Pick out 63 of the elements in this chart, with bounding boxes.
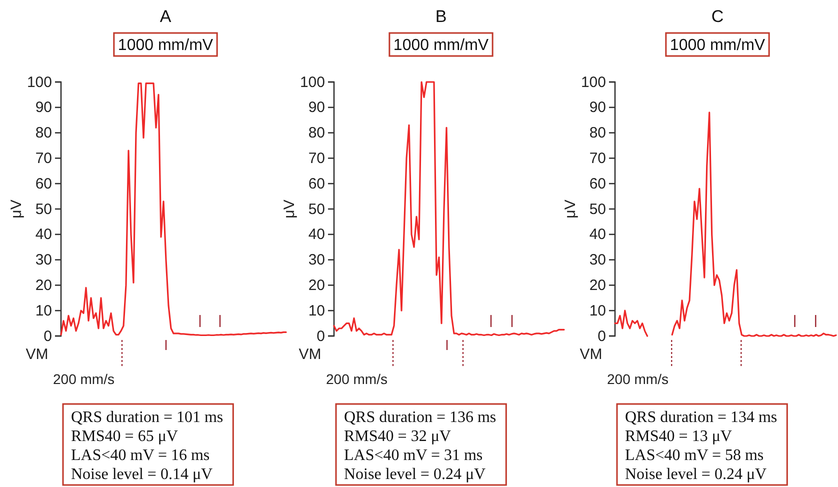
text: Noise level = 0.24 μV bbox=[625, 466, 768, 483]
y-tick-label: 60 bbox=[35, 175, 52, 192]
text: QRS duration = 136 ms bbox=[344, 409, 496, 426]
y-tick-label: 0 bbox=[44, 328, 52, 345]
y-tick-label: 90 bbox=[308, 99, 325, 116]
y-tick-label: 50 bbox=[589, 200, 606, 218]
y-tick-label: 40 bbox=[589, 226, 606, 244]
text: 200 mm/s bbox=[607, 371, 668, 387]
y-tick-label: 10 bbox=[308, 302, 325, 320]
text: VM bbox=[298, 346, 322, 363]
text: LAS<40 mV = 58 ms bbox=[625, 447, 764, 464]
y-tick-label: 100 bbox=[300, 74, 325, 91]
y-tick-label: 70 bbox=[589, 150, 606, 167]
text: QRS duration = 134 ms bbox=[625, 409, 778, 426]
text: RMS40 = 65 μV bbox=[71, 428, 178, 445]
text: VM bbox=[26, 346, 48, 363]
text: LAS<40 mV = 16 ms bbox=[71, 447, 210, 464]
chart-subtitle: 1000 mm/mV bbox=[118, 37, 214, 54]
y-tick-label: 20 bbox=[589, 277, 606, 294]
line-series bbox=[671, 112, 837, 337]
text: Noise level = 0.24 μV bbox=[344, 466, 486, 483]
y-tick-label: 30 bbox=[589, 252, 606, 269]
y-tick-label: 60 bbox=[308, 175, 325, 192]
y-axis-title: μV bbox=[8, 200, 25, 218]
y-tick-label: 20 bbox=[35, 277, 52, 294]
chart-title: A bbox=[160, 7, 172, 26]
y-tick-label: 70 bbox=[308, 150, 325, 167]
y-tick-label: 30 bbox=[308, 252, 325, 269]
y-tick-label: 30 bbox=[35, 252, 52, 269]
y-tick-label: 100 bbox=[26, 74, 52, 91]
y-axis-title: μV bbox=[562, 200, 579, 218]
y-tick-label: 90 bbox=[589, 99, 606, 116]
text: VM bbox=[580, 346, 602, 363]
y-axis-title: μV bbox=[281, 200, 298, 218]
text: RMS40 = 32 μV bbox=[344, 428, 452, 445]
chart-subtitle: 1000 mm/mV bbox=[670, 37, 766, 54]
y-tick-label: 70 bbox=[35, 150, 52, 167]
chart-title: C bbox=[711, 7, 724, 26]
text: 200 mm/s bbox=[326, 371, 388, 387]
y-tick-label: 10 bbox=[35, 302, 52, 320]
y-tick-label: 20 bbox=[308, 277, 325, 294]
text: 200 mm/s bbox=[53, 371, 114, 387]
y-tick-label: 80 bbox=[35, 124, 52, 142]
y-tick-label: 0 bbox=[316, 328, 325, 345]
y-tick-label: 10 bbox=[589, 302, 606, 320]
text: Noise level = 0.14 μV bbox=[71, 466, 214, 483]
text: LAS<40 mV = 31 ms bbox=[344, 447, 483, 464]
y-tick-label: 50 bbox=[35, 200, 52, 218]
y-tick-label: 60 bbox=[589, 175, 606, 192]
y-tick-label: 80 bbox=[589, 124, 606, 142]
chart-title: B bbox=[435, 7, 447, 26]
y-tick-label: 100 bbox=[580, 74, 606, 91]
y-tick-label: 80 bbox=[308, 124, 325, 142]
y-tick-label: 40 bbox=[308, 226, 325, 244]
text: QRS duration = 101 ms bbox=[71, 409, 224, 426]
line-series bbox=[614, 310, 648, 337]
y-tick-label: 90 bbox=[35, 99, 52, 116]
y-tick-label: 40 bbox=[35, 226, 52, 244]
text: RMS40 = 13 μV bbox=[625, 428, 732, 445]
chart-subtitle: 1000 mm/mV bbox=[393, 37, 489, 54]
y-tick-label: 0 bbox=[598, 328, 606, 345]
line-series bbox=[333, 81, 565, 336]
y-tick-label: 50 bbox=[308, 200, 325, 218]
